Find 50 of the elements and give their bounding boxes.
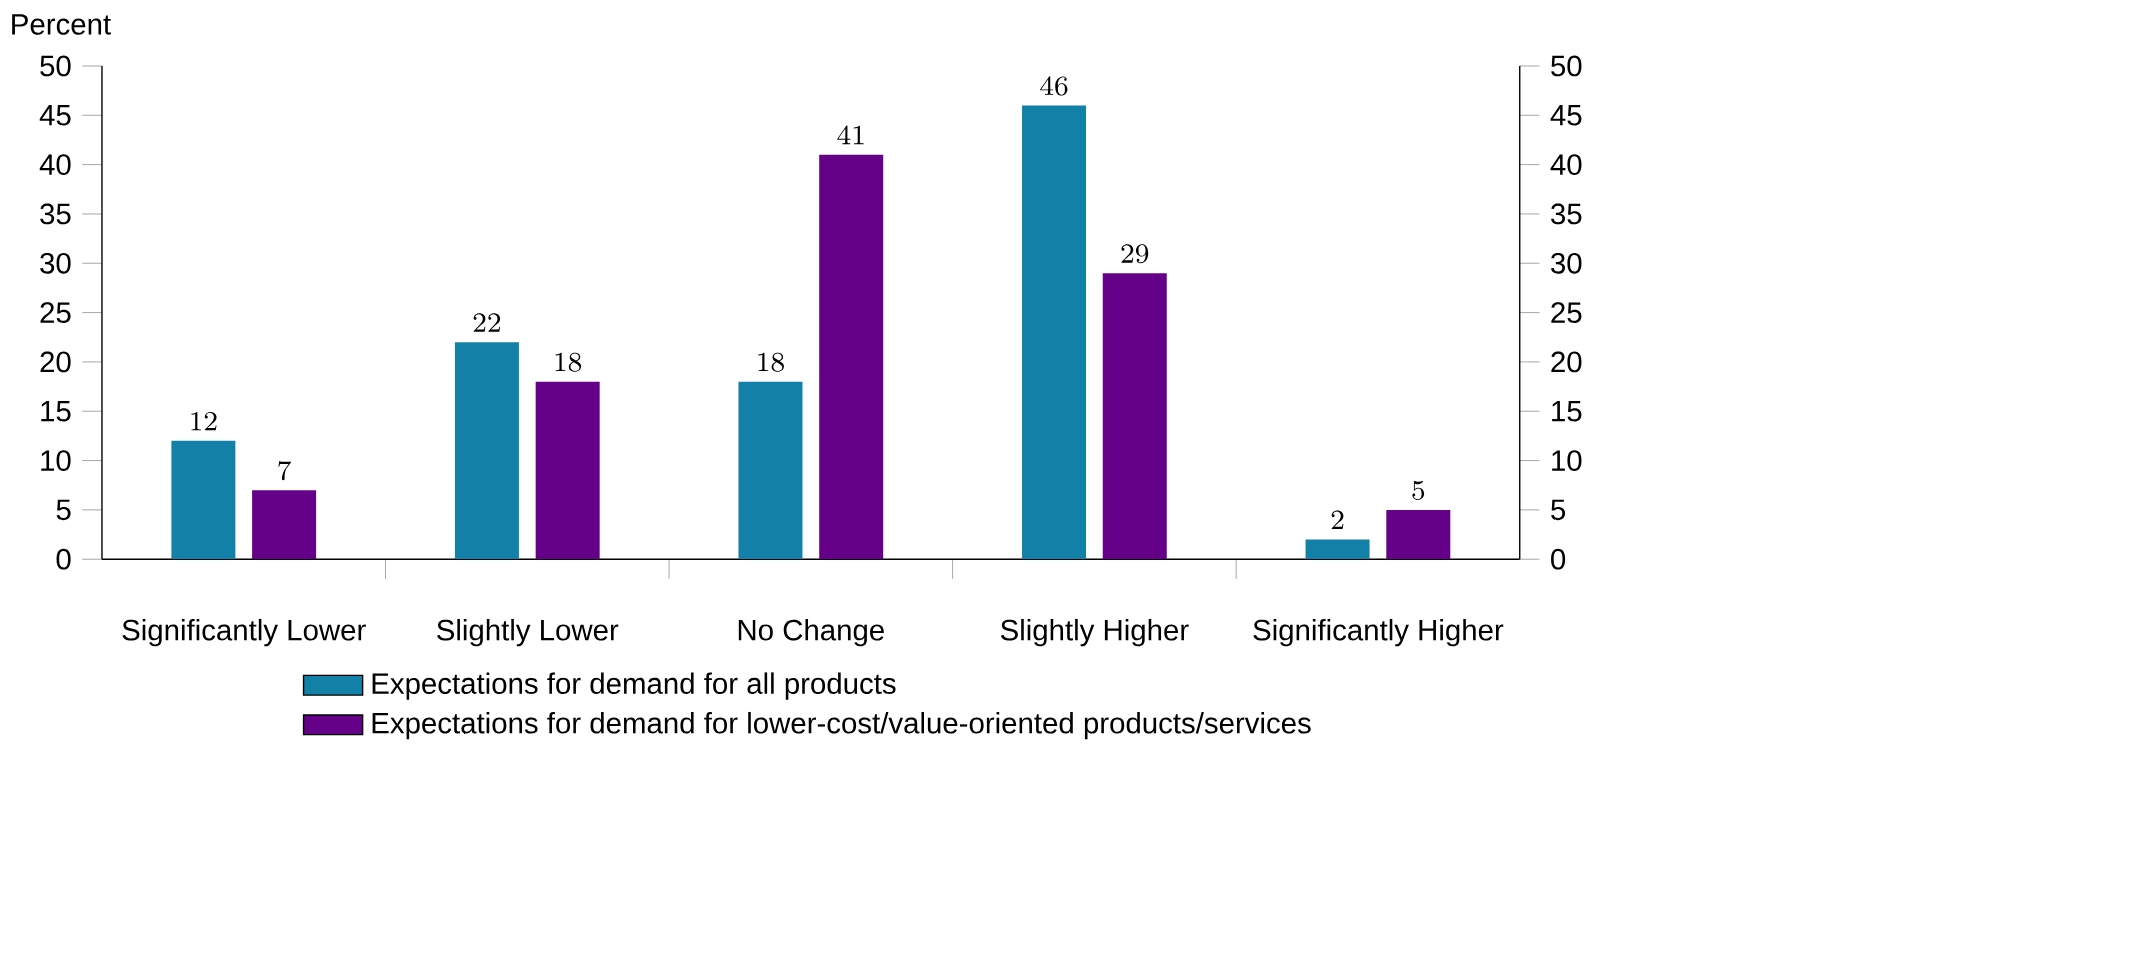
y-tick-label: 10	[41, 450, 71, 472]
y-tick-label: 15	[41, 401, 71, 422]
y-tick-label: 35	[40, 203, 71, 225]
bar	[171, 440, 236, 560]
bar	[1022, 105, 1087, 560]
x-tick-label: Slightly Higher	[1000, 619, 1189, 647]
data-label: 18	[758, 352, 784, 372]
y2-tick-label: 0	[1551, 548, 1566, 570]
y-tick-label: 40	[39, 154, 71, 176]
bar	[819, 154, 884, 560]
bar	[1386, 509, 1451, 560]
y-tick-label: 20	[40, 351, 71, 373]
x-tick-label: Slightly Lower	[437, 619, 619, 647]
y-tick-label: 5	[56, 499, 71, 521]
y2-tick-label: 45	[1550, 105, 1582, 126]
data-label: 22	[473, 313, 501, 332]
bar	[738, 381, 803, 560]
y2-tick-label: 15	[1552, 401, 1582, 422]
bar	[535, 381, 600, 560]
x-tick-label: Significantly Lower	[122, 619, 366, 647]
bar	[1305, 539, 1370, 560]
legend-label: Expectations for demand for all products	[372, 672, 896, 700]
y-tick-label: 30	[40, 252, 71, 274]
y2-tick-label: 30	[1551, 252, 1582, 274]
y2-tick-label: 20	[1551, 351, 1582, 373]
y-tick-label: 25	[40, 302, 71, 324]
data-label: 29	[1121, 244, 1149, 264]
bar	[252, 490, 317, 560]
y-tick-label: 45	[39, 105, 71, 126]
x-tick-label: No Change	[738, 619, 884, 647]
data-label: 5	[1412, 481, 1425, 501]
x-tick-label: Significantly Higher	[1253, 619, 1504, 647]
data-label: 2	[1331, 510, 1344, 530]
legend-label: Expectations for demand for lower-cost/value-oriented products/services	[372, 712, 1311, 740]
y-tick-label: 50	[40, 55, 71, 77]
bar	[1102, 273, 1167, 560]
data-label: 12	[191, 412, 217, 431]
y2-tick-label: 5	[1551, 499, 1566, 521]
y-tick-label: 0	[56, 548, 71, 570]
y2-tick-label: 10	[1552, 450, 1582, 472]
y2-tick-label: 40	[1550, 154, 1582, 176]
y-axis-title: Percent	[12, 14, 111, 35]
y2-tick-label: 25	[1551, 302, 1582, 324]
data-label: 46	[1040, 76, 1068, 96]
y2-tick-label: 35	[1551, 203, 1582, 225]
y2-tick-label: 50	[1551, 55, 1582, 77]
data-label: 41	[837, 125, 864, 145]
bar	[454, 342, 519, 560]
data-label: 7	[278, 461, 292, 481]
data-label: 18	[555, 352, 582, 372]
